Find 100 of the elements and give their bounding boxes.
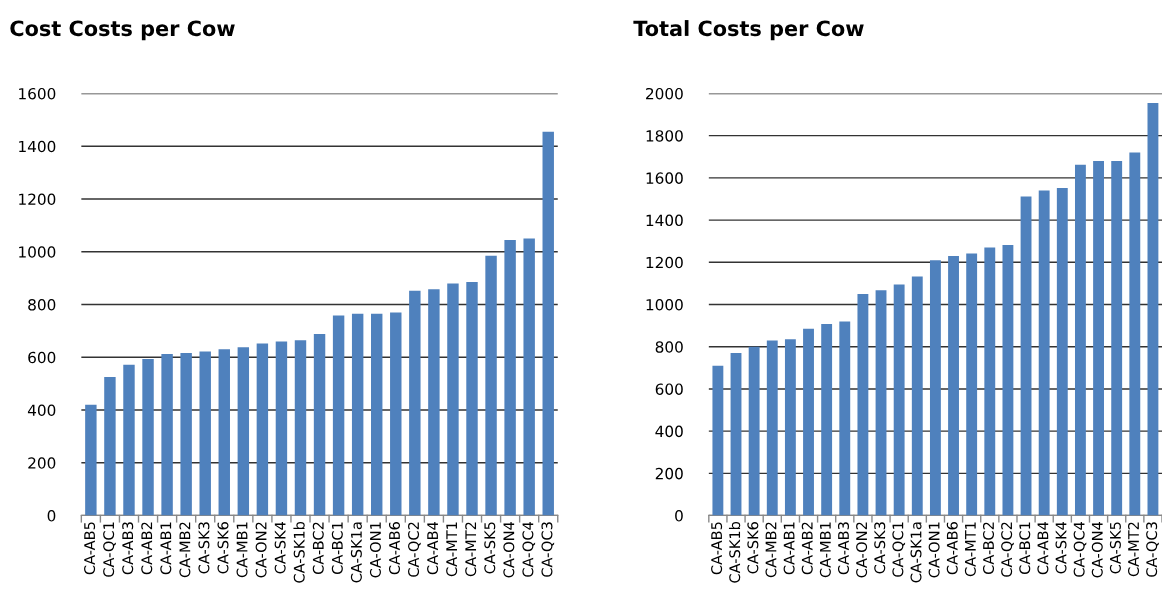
bar bbox=[485, 255, 497, 516]
bar bbox=[766, 340, 778, 516]
x-tick-label: CA-QC2 bbox=[1001, 522, 1014, 577]
bar bbox=[390, 312, 402, 516]
x-tick-label: CA-SK3 bbox=[198, 522, 210, 574]
bar bbox=[504, 239, 516, 516]
y-tick-label: 1000 bbox=[646, 298, 683, 311]
y-tick-label: 2000 bbox=[646, 87, 683, 100]
x-tick-label: CA-SK5 bbox=[484, 522, 496, 574]
bar bbox=[275, 341, 288, 516]
bar bbox=[371, 313, 383, 516]
x-tick-label: CA-SK6 bbox=[747, 522, 759, 574]
bar bbox=[294, 340, 307, 516]
x-tick-label: CA-MT1 bbox=[446, 522, 458, 577]
y-tick-label: 200 bbox=[655, 467, 683, 480]
x-tick-label: CA-AB1 bbox=[160, 522, 172, 575]
bar bbox=[1002, 245, 1014, 516]
x-tick-label: CA-ON2 bbox=[255, 522, 267, 578]
x-tick-label: CA-AB4 bbox=[1037, 521, 1049, 575]
bar bbox=[313, 334, 326, 516]
bar bbox=[966, 253, 978, 516]
bar bbox=[984, 247, 996, 516]
bar bbox=[784, 339, 796, 516]
bar bbox=[256, 343, 269, 516]
x-tick-label: CA-SK4 bbox=[274, 521, 286, 574]
x-tick-label: CA-MB1 bbox=[819, 522, 831, 578]
bar bbox=[161, 354, 173, 516]
x-tick-label: CA-BC2 bbox=[982, 522, 995, 575]
x-tick-label: CA-QC1 bbox=[892, 522, 906, 577]
bar bbox=[447, 283, 459, 516]
x-tick-label: CA-SK1b bbox=[293, 521, 305, 583]
x-tick-label: CA-QC2 bbox=[408, 522, 421, 577]
bar bbox=[893, 284, 905, 516]
x-tick-label: CA-ON1 bbox=[369, 522, 381, 578]
y-tick-label: 400 bbox=[655, 425, 683, 438]
bar bbox=[123, 364, 135, 516]
bar bbox=[85, 404, 97, 516]
y-tick-label: 400 bbox=[27, 404, 56, 417]
x-tick-label: CA-MB1 bbox=[236, 522, 248, 578]
bar bbox=[911, 276, 923, 516]
x-tick-label: CA-AB2 bbox=[801, 522, 813, 575]
x-tick-label: CA-AB5 bbox=[711, 522, 723, 575]
x-tick-label: CA-AB6 bbox=[946, 522, 958, 575]
bar bbox=[803, 328, 814, 516]
bar bbox=[1020, 196, 1032, 516]
bar bbox=[1129, 152, 1141, 516]
chart-title: Cost Costs per Cow bbox=[10, 20, 235, 41]
x-tick-label: CA-SK1b bbox=[728, 521, 741, 583]
bar bbox=[104, 377, 116, 516]
bar bbox=[1074, 164, 1086, 516]
bar bbox=[730, 353, 742, 516]
x-tick-label: CA-SK3 bbox=[874, 522, 886, 574]
bar bbox=[1147, 102, 1159, 516]
bar bbox=[1038, 190, 1050, 516]
x-tick-label: CA-ON4 bbox=[503, 521, 515, 578]
x-tick-label: CA-BC1 bbox=[1019, 522, 1031, 575]
bar bbox=[857, 293, 869, 516]
bar bbox=[237, 347, 250, 516]
bar bbox=[542, 131, 554, 516]
bar bbox=[1056, 188, 1068, 516]
y-tick-label: 1200 bbox=[646, 256, 683, 269]
x-tick-label: CA-BC2 bbox=[312, 522, 324, 575]
x-tick-label: CA-ON1 bbox=[928, 522, 940, 578]
bar bbox=[199, 351, 211, 516]
x-tick-label: CA-SK1a bbox=[350, 522, 362, 583]
bar bbox=[351, 313, 364, 516]
x-tick-label: CA-QC1 bbox=[103, 522, 116, 577]
x-tick-label: CA-AB4 bbox=[427, 521, 439, 575]
y-tick-label: 1600 bbox=[646, 172, 683, 184]
x-tick-label: CA-ON4 bbox=[1091, 521, 1103, 578]
x-tick-label: CA-SK5 bbox=[1109, 522, 1121, 574]
x-tick-label: CA-AB1 bbox=[783, 522, 795, 575]
chart-title: Total Costs per Cow bbox=[633, 20, 864, 41]
x-tick-label: CA-QC4 bbox=[1073, 521, 1087, 577]
bar bbox=[712, 365, 724, 516]
x-tick-label: CA-ON2 bbox=[856, 522, 868, 578]
y-tick-label: 800 bbox=[28, 298, 56, 311]
bar bbox=[948, 255, 959, 516]
x-tick-label: CA-MT1 bbox=[964, 522, 976, 577]
y-tick-label: 0 bbox=[47, 510, 56, 522]
x-tick-label: CA-MT2 bbox=[1128, 522, 1140, 577]
y-tick-label: 1600 bbox=[19, 87, 56, 100]
y-tick-label: 600 bbox=[655, 383, 683, 395]
x-tick-label: CA-QC4 bbox=[522, 521, 536, 577]
x-tick-label: CA-AB5 bbox=[84, 522, 96, 575]
bar bbox=[1111, 161, 1123, 516]
y-tick-label: 200 bbox=[28, 457, 56, 469]
x-tick-label: CA-QC3 bbox=[541, 522, 555, 577]
y-tick-label: 0 bbox=[675, 510, 683, 522]
x-tick-label: CA-AB3 bbox=[837, 522, 850, 575]
x-tick-label: CA-QC3 bbox=[1146, 522, 1159, 577]
y-tick-label: 1200 bbox=[19, 193, 56, 206]
bar bbox=[142, 359, 154, 516]
x-tick-label: CA-SK4 bbox=[1055, 521, 1067, 574]
bar bbox=[1093, 161, 1104, 516]
bar bbox=[839, 321, 851, 516]
x-tick-label: CA-SK6 bbox=[217, 522, 229, 574]
x-tick-label: CA-AB3 bbox=[122, 522, 134, 575]
bar bbox=[180, 353, 192, 516]
bar bbox=[929, 260, 941, 516]
